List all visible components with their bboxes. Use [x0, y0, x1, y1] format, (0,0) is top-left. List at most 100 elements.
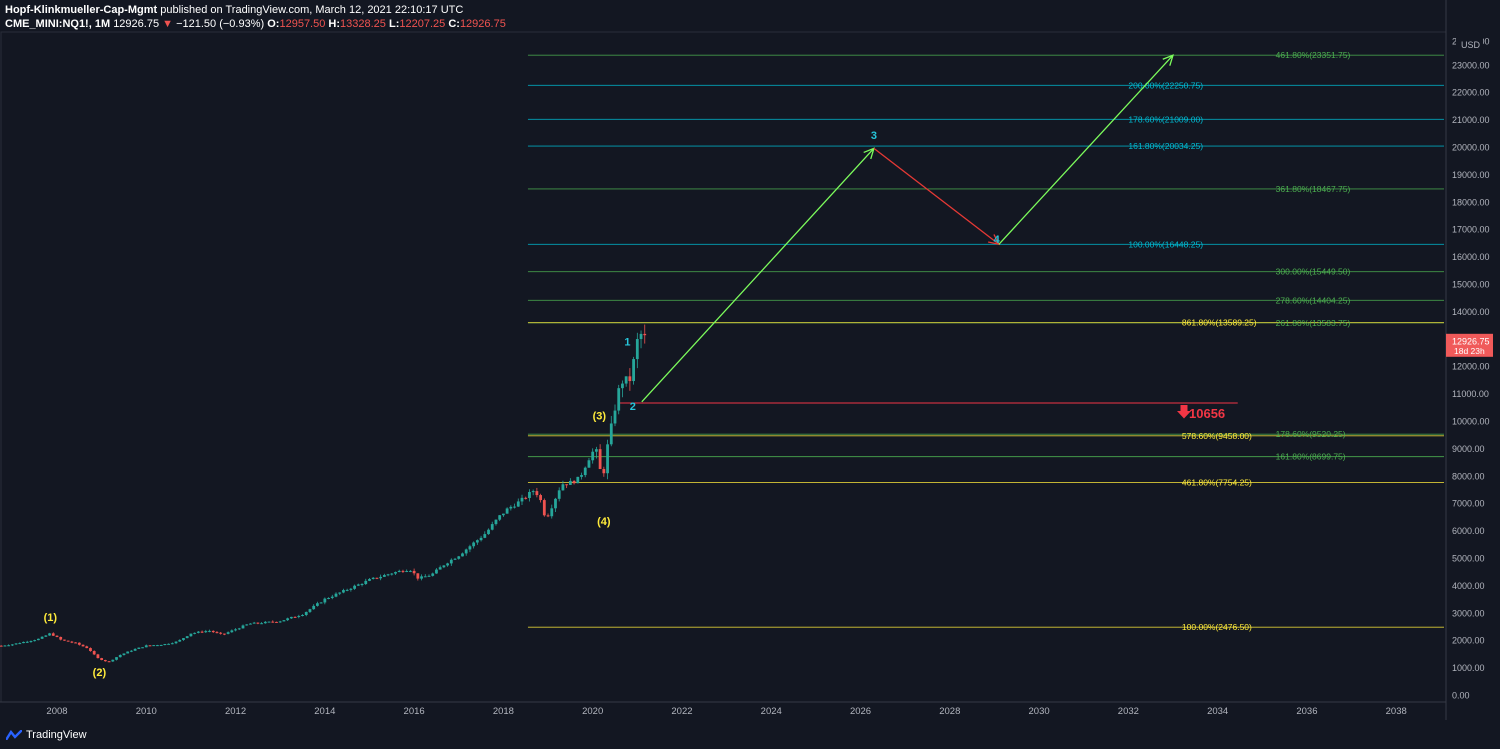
candle-body — [226, 632, 230, 634]
candle-body — [595, 449, 598, 452]
candle-body — [546, 515, 550, 517]
fib-level-label: 261.80%(13583.75) — [1276, 318, 1351, 328]
candle-body — [531, 491, 535, 493]
candle-body — [498, 515, 502, 520]
candle-body — [10, 644, 14, 646]
candle-body — [435, 569, 438, 574]
y-tick-label: 16000.00 — [1452, 252, 1490, 262]
candle-body — [509, 506, 513, 509]
y-tick-label: 5000.00 — [1452, 554, 1485, 564]
y-tick-label: 19000.00 — [1452, 170, 1490, 180]
candle-body — [211, 630, 215, 633]
candle-body — [632, 359, 635, 382]
fib-level-label: 100.00%(16448.25) — [1128, 239, 1203, 249]
candle-body — [29, 640, 33, 642]
close-value: 12926.75 — [459, 18, 506, 30]
candle-body — [360, 583, 364, 585]
candle-body — [111, 659, 115, 662]
candle-body — [524, 497, 528, 499]
candle-body — [483, 534, 487, 538]
x-tick-label: 2036 — [1296, 706, 1317, 717]
x-tick-label: 2034 — [1207, 706, 1228, 717]
candle-body — [159, 644, 163, 646]
candle-body — [167, 643, 170, 645]
candle-body — [330, 596, 334, 598]
high-value: 13328.25 — [340, 18, 386, 30]
candle-body — [394, 572, 397, 574]
candle-body — [606, 444, 609, 474]
candle-body — [542, 500, 546, 516]
candle-body — [468, 546, 472, 550]
candle-body — [0, 645, 3, 647]
candle-body — [215, 632, 219, 634]
y-tick-label: 9000.00 — [1452, 444, 1485, 454]
x-tick-label: 2030 — [1029, 706, 1050, 717]
candle-body — [308, 609, 312, 612]
candle-body — [14, 643, 18, 645]
fib-level-label: 278.60%(14404.25) — [1276, 295, 1351, 305]
publish-line: Hopf-Klinkmueller-Cap-Mgmt published on … — [5, 3, 506, 17]
tradingview-footer[interactable]: TradingView — [6, 729, 87, 741]
candle-body — [148, 645, 152, 647]
candle-body — [118, 655, 122, 658]
candle-body — [416, 573, 420, 579]
candle-body — [609, 423, 613, 445]
candle-body — [193, 632, 197, 634]
candle-body — [22, 641, 25, 644]
candle-body — [178, 639, 182, 642]
candle-body — [316, 603, 319, 606]
candle-body — [48, 633, 51, 636]
fib-level-label: 300.00%(15449.50) — [1276, 267, 1351, 277]
projection-arrow-3-head — [1162, 54, 1175, 66]
x-tick-label: 2010 — [136, 706, 157, 717]
candle-body — [334, 593, 338, 597]
fib-level-label: 100.00%(2476.50) — [1182, 622, 1252, 632]
candle-body — [397, 570, 401, 573]
last-price-label: 12926.75 — [1452, 336, 1490, 346]
down-triangle-icon: ▼ — [162, 18, 174, 30]
candle-body — [591, 451, 595, 461]
fib-level-label: 461.80%(23351.75) — [1276, 50, 1351, 60]
x-tick-label: 2018 — [493, 706, 514, 717]
candle-body — [96, 654, 100, 659]
y-tick-label: 12000.00 — [1452, 362, 1490, 372]
symbol-label[interactable]: CME_MINI:NQ1!, 1M — [5, 18, 111, 30]
candle-body — [535, 491, 539, 496]
candle-body — [44, 635, 48, 637]
y-tick-label: 6000.00 — [1452, 526, 1485, 536]
y-tick-label: 10000.00 — [1452, 417, 1490, 427]
candle-body — [234, 629, 237, 631]
y-tick-label: 1000.00 — [1452, 663, 1485, 673]
fib-level-label: 200.00%(22250.75) — [1128, 80, 1203, 90]
candle-body — [182, 638, 185, 640]
candle-body — [516, 501, 520, 507]
candle-body — [256, 622, 260, 624]
x-tick-label: 2008 — [46, 706, 67, 717]
y-tick-label: 22000.00 — [1452, 88, 1490, 98]
x-tick-label: 2038 — [1386, 706, 1407, 717]
candle-body — [51, 633, 55, 636]
candle-body — [107, 661, 111, 663]
candle-body — [345, 589, 349, 591]
candle-body — [223, 633, 226, 635]
plot-area[interactable]: 461.80%(23351.75) 200.00%(22250.75) 178.60… — [0, 50, 1444, 679]
bar-countdown-label: 18d 23h — [1454, 346, 1485, 356]
candle-body — [204, 631, 208, 633]
candle-body — [7, 645, 11, 647]
candle-body — [286, 618, 290, 621]
tradingview-brand: TradingView — [26, 729, 87, 741]
candle-body — [409, 570, 412, 572]
currency-label: USD — [1461, 40, 1481, 50]
y-tick-label: 7000.00 — [1452, 499, 1485, 509]
candle-body — [375, 577, 379, 579]
candle-body — [371, 577, 375, 579]
candle-body — [505, 508, 509, 514]
low-value: 12207.25 — [399, 18, 446, 30]
candle-body — [260, 623, 263, 625]
candle-body — [66, 640, 70, 642]
x-tick-label: 2028 — [939, 706, 960, 717]
y-tick-label: 3000.00 — [1452, 608, 1485, 618]
author-name[interactable]: Hopf-Klinkmueller-Cap-Mgmt — [5, 4, 158, 16]
candle-body — [323, 598, 327, 603]
